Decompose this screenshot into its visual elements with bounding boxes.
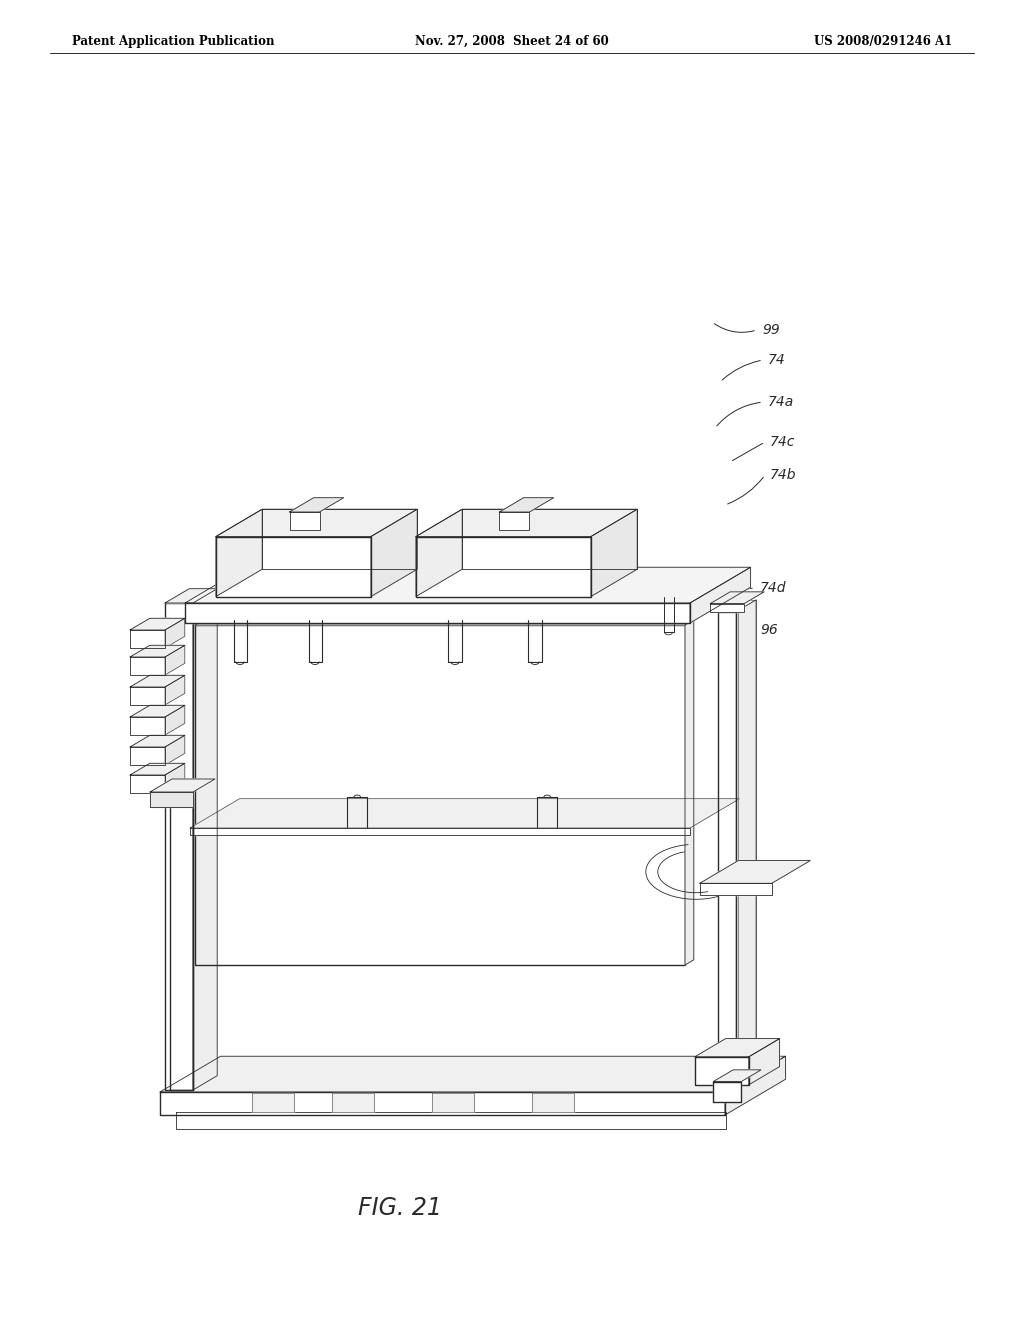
Polygon shape xyxy=(371,510,417,597)
Polygon shape xyxy=(718,611,736,1053)
Polygon shape xyxy=(165,676,184,705)
Polygon shape xyxy=(130,775,165,793)
Polygon shape xyxy=(170,797,193,1090)
Polygon shape xyxy=(416,536,591,597)
Polygon shape xyxy=(252,1093,294,1111)
Polygon shape xyxy=(711,591,764,603)
Polygon shape xyxy=(216,510,417,536)
Polygon shape xyxy=(160,1056,785,1092)
Polygon shape xyxy=(190,828,690,836)
Polygon shape xyxy=(130,618,184,630)
Polygon shape xyxy=(130,657,165,675)
Polygon shape xyxy=(130,676,184,686)
Text: Patent Application Publication: Patent Application Publication xyxy=(72,36,274,48)
Polygon shape xyxy=(416,510,462,597)
Polygon shape xyxy=(711,603,744,611)
Polygon shape xyxy=(532,1093,574,1111)
Polygon shape xyxy=(695,1039,779,1057)
Text: FIG. 21: FIG. 21 xyxy=(358,1196,442,1220)
Polygon shape xyxy=(416,510,637,536)
Polygon shape xyxy=(714,1069,761,1081)
Polygon shape xyxy=(195,620,694,624)
Polygon shape xyxy=(130,705,184,717)
Text: US 2008/0291246 A1: US 2008/0291246 A1 xyxy=(814,36,952,48)
Polygon shape xyxy=(165,763,184,793)
Text: 74d: 74d xyxy=(760,581,786,595)
Polygon shape xyxy=(193,589,217,1090)
Polygon shape xyxy=(195,624,685,965)
Polygon shape xyxy=(500,498,554,512)
Text: 74a: 74a xyxy=(768,395,795,409)
Polygon shape xyxy=(165,645,184,675)
Polygon shape xyxy=(130,630,165,648)
Text: 91: 91 xyxy=(145,708,163,722)
Polygon shape xyxy=(165,705,184,735)
Polygon shape xyxy=(130,747,165,766)
Text: 96: 96 xyxy=(760,623,778,638)
Polygon shape xyxy=(591,510,637,597)
Polygon shape xyxy=(699,883,772,895)
Polygon shape xyxy=(725,1056,785,1115)
Text: 99: 99 xyxy=(762,323,779,337)
Polygon shape xyxy=(500,512,529,531)
Polygon shape xyxy=(150,792,193,807)
Polygon shape xyxy=(332,1093,374,1111)
Polygon shape xyxy=(695,1057,749,1085)
Polygon shape xyxy=(699,861,810,883)
Polygon shape xyxy=(150,779,215,792)
Polygon shape xyxy=(190,799,739,828)
Text: 74: 74 xyxy=(768,352,785,367)
Polygon shape xyxy=(432,1093,474,1111)
Polygon shape xyxy=(749,1039,779,1085)
Polygon shape xyxy=(185,568,751,603)
Polygon shape xyxy=(290,498,344,512)
Polygon shape xyxy=(216,510,262,597)
Text: Nov. 27, 2008  Sheet 24 of 60: Nov. 27, 2008 Sheet 24 of 60 xyxy=(415,36,609,48)
Text: 74b: 74b xyxy=(770,469,797,482)
Polygon shape xyxy=(130,717,165,735)
Polygon shape xyxy=(185,603,690,623)
Polygon shape xyxy=(165,589,217,603)
Polygon shape xyxy=(262,510,417,569)
Polygon shape xyxy=(165,618,184,648)
Polygon shape xyxy=(690,568,751,623)
Polygon shape xyxy=(165,603,193,1090)
Polygon shape xyxy=(130,763,184,775)
Polygon shape xyxy=(685,620,694,965)
Polygon shape xyxy=(738,599,756,1041)
Polygon shape xyxy=(736,599,756,1053)
Polygon shape xyxy=(130,686,165,705)
Text: 74c: 74c xyxy=(770,436,796,449)
Polygon shape xyxy=(160,1092,725,1115)
Polygon shape xyxy=(130,735,184,747)
Polygon shape xyxy=(175,1111,725,1129)
Polygon shape xyxy=(462,510,637,569)
Polygon shape xyxy=(290,512,319,531)
Polygon shape xyxy=(165,735,184,766)
Polygon shape xyxy=(216,536,371,597)
Polygon shape xyxy=(130,645,184,657)
Polygon shape xyxy=(714,1081,741,1102)
